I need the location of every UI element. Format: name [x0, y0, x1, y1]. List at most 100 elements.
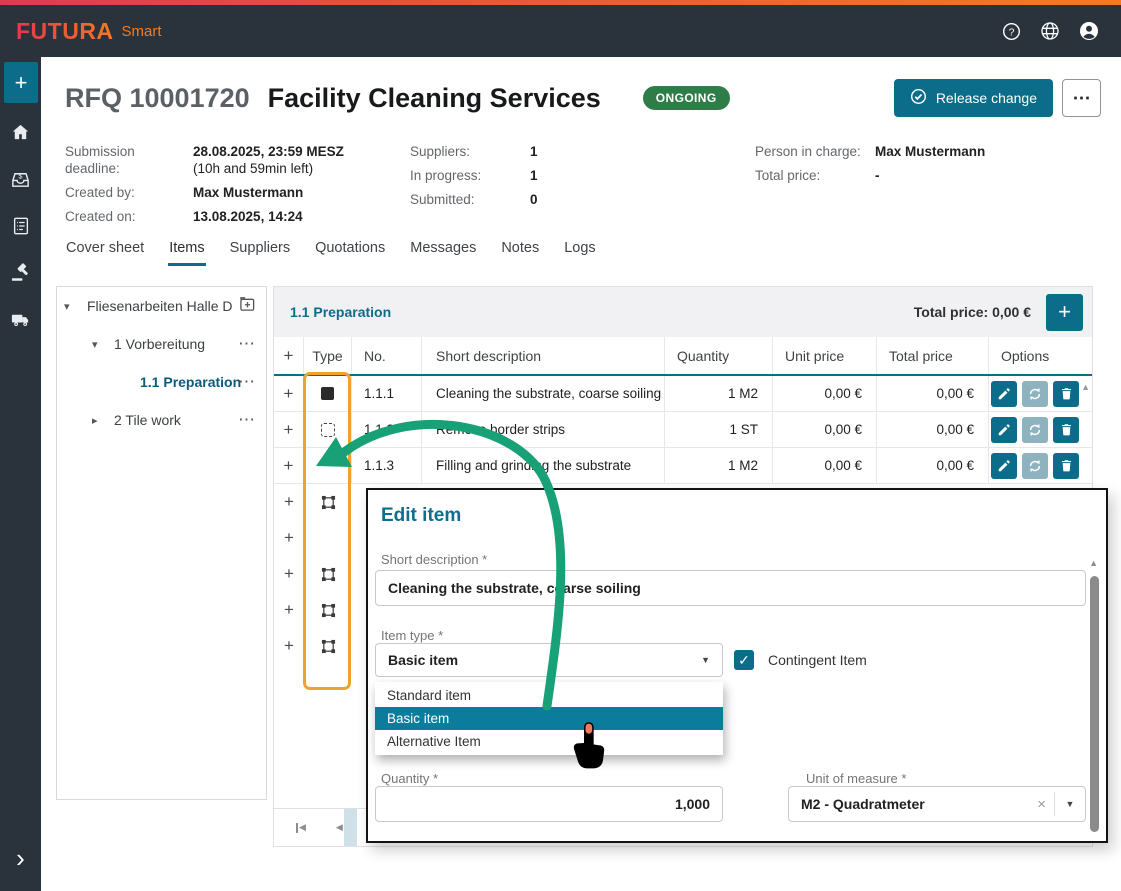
add-subitem-button[interactable]: + — [284, 600, 294, 619]
item-unit-price: 0,00 € — [773, 412, 877, 447]
chevron-down-icon[interactable]: ▼ — [1065, 799, 1075, 809]
refresh-item-button[interactable] — [1022, 452, 1048, 479]
tab-suppliers[interactable]: Suppliers — [229, 240, 291, 256]
add-folder-icon[interactable] — [239, 297, 256, 316]
contingent-item-checkbox[interactable]: ✓ — [734, 650, 754, 670]
item-type-select[interactable]: Basic item ▼ — [375, 643, 723, 677]
tree-item-label[interactable]: 2 Tile work — [114, 412, 181, 428]
tree-item-preparation[interactable]: 1.1 Preparation ⋯ — [57, 363, 266, 401]
modal-scrollbar-thumb[interactable] — [1090, 576, 1099, 832]
dropdown-option-standard-item[interactable]: Standard item — [387, 688, 472, 703]
edit-item-button[interactable] — [991, 416, 1017, 443]
column-header-type: Type — [304, 337, 352, 374]
total-price-value: - — [875, 168, 880, 183]
more-actions-button[interactable]: ⋯ — [1062, 79, 1101, 117]
table-row: + 1.1.2 Remove border strips 1 ST 0,00 €… — [274, 412, 1092, 448]
tree-item-tile-work[interactable]: ▸ 2 Tile work ⋯ — [57, 401, 266, 439]
delete-item-button[interactable] — [1053, 380, 1079, 407]
previous-page-button[interactable]: ◀ — [335, 822, 343, 832]
add-subitem-button[interactable]: + — [274, 376, 304, 411]
meta-block-suppliers: Suppliers: 1 In progress: 1 Submitted: 0 — [410, 143, 538, 208]
add-subitem-button[interactable]: + — [284, 636, 294, 655]
tree-item-label[interactable]: Fliesenarbeiten Halle D — [87, 298, 233, 314]
account-icon[interactable] — [1079, 21, 1099, 41]
status-badge: ONGOING — [642, 86, 730, 110]
chevron-down-icon[interactable]: ▾ — [92, 338, 98, 351]
tab-messages[interactable]: Messages — [410, 240, 477, 256]
chevron-down-icon[interactable]: ▾ — [64, 300, 70, 313]
refresh-item-button[interactable] — [1022, 380, 1048, 407]
release-change-button[interactable]: Release change — [893, 79, 1053, 117]
table-row: + 1.1.3 Filling and grinding the substra… — [274, 448, 1092, 484]
delete-item-button[interactable] — [1053, 452, 1079, 479]
incoming-quotes-icon[interactable]: $ — [10, 169, 31, 190]
short-description-field[interactable]: Cleaning the substrate, coarse soiling — [375, 570, 1086, 606]
dropdown-option-alternative-item[interactable]: Alternative Item — [387, 734, 481, 749]
edit-item-button[interactable] — [991, 452, 1017, 479]
table-row-partial: + — [274, 520, 1092, 556]
contingent-item-label: Contingent Item — [768, 652, 867, 668]
clear-icon[interactable]: × — [1037, 795, 1046, 813]
tab-notes[interactable]: Notes — [501, 240, 540, 256]
tree-item-menu-icon[interactable]: ⋯ — [238, 372, 256, 391]
sidebar: + $ › — [0, 57, 41, 891]
unit-of-measure-field[interactable]: M2 - Quadratmeter × ▼ — [788, 786, 1086, 822]
chevron-down-icon: ▼ — [701, 655, 710, 665]
tree-item-menu-icon[interactable]: ⋯ — [238, 410, 256, 429]
refresh-item-button[interactable] — [1022, 416, 1048, 443]
item-type-corner-square-icon — [304, 556, 352, 592]
quantity-field[interactable]: 1,000 — [375, 786, 723, 822]
table-scroll-up-icon[interactable]: ▲ — [1081, 382, 1090, 392]
type-column-highlight-annotation — [303, 372, 351, 690]
sidebar-expand-chevron-icon[interactable]: › — [16, 843, 25, 873]
column-header-no: No. — [352, 337, 422, 374]
tab-cover-sheet[interactable]: Cover sheet — [66, 240, 145, 256]
main-content: RFQ 10001720 Facility Cleaning Services … — [41, 57, 1121, 891]
created-by-value: Max Mustermann — [193, 185, 304, 200]
tree-item-label[interactable]: 1.1 Preparation — [140, 374, 242, 390]
unit-of-measure-value: M2 - Quadratmeter — [801, 796, 925, 812]
item-no: 1.1.3 — [352, 448, 422, 483]
edit-item-button[interactable] — [991, 380, 1017, 407]
tab-items[interactable]: Items — [168, 240, 206, 266]
modal-title: Edit item — [381, 505, 462, 526]
dropdown-option-basic-item[interactable]: Basic item — [375, 707, 723, 730]
person-in-charge-label: Person in charge: — [755, 144, 861, 159]
tab-quotations[interactable]: Quotations — [315, 240, 386, 256]
add-subitem-button[interactable]: + — [284, 564, 294, 583]
table-column-headers: + Type No. Short description Quantity Un… — [274, 337, 1092, 376]
suppliers-label: Suppliers: — [410, 144, 471, 159]
tree-item-label[interactable]: 1 Vorbereitung — [114, 336, 206, 352]
item-description: Cleaning the substrate, coarse soiling — [422, 376, 665, 411]
add-subitem-button[interactable]: + — [274, 448, 304, 483]
add-subitem-button[interactable]: + — [274, 412, 304, 447]
item-type-label: Item type * — [381, 628, 444, 643]
help-icon[interactable]: ? — [1002, 22, 1021, 41]
item-description: Filling and grinding the substrate — [422, 448, 665, 483]
tree-item-root[interactable]: ▾ Fliesenarbeiten Halle D — [57, 287, 266, 325]
tab-logs[interactable]: Logs — [564, 240, 596, 256]
tree-item-vorbereitung[interactable]: ▾ 1 Vorbereitung ⋯ — [57, 325, 266, 363]
column-header-qty: Quantity — [665, 337, 773, 374]
unit-of-measure-label: Unit of measure * — [806, 771, 907, 786]
modal-scroll-up-icon[interactable]: ▲ — [1089, 558, 1098, 568]
created-on-label: Created on: — [65, 209, 136, 224]
chevron-right-icon[interactable]: ▸ — [92, 414, 98, 427]
item-list-icon[interactable] — [11, 216, 31, 236]
auction-gavel-icon[interactable] — [10, 262, 31, 283]
tree-item-menu-icon[interactable]: ⋯ — [238, 334, 256, 353]
create-new-button[interactable]: + — [4, 62, 38, 103]
delete-item-button[interactable] — [1053, 416, 1079, 443]
add-subitem-button[interactable]: + — [284, 528, 294, 547]
item-total-price: 0,00 € — [877, 412, 989, 447]
language-globe-icon[interactable] — [1040, 21, 1060, 41]
column-header-total-price: Total price — [877, 337, 989, 374]
check-circle-icon — [910, 88, 927, 108]
item-unit-price: 0,00 € — [773, 376, 877, 411]
add-subitem-button[interactable]: + — [284, 492, 294, 511]
add-row-header-button[interactable]: + — [274, 337, 304, 374]
add-item-button[interactable]: + — [1046, 293, 1083, 331]
home-icon[interactable] — [10, 122, 31, 143]
supplier-truck-icon[interactable] — [10, 309, 31, 330]
first-page-button[interactable]: ◀ — [296, 822, 306, 833]
